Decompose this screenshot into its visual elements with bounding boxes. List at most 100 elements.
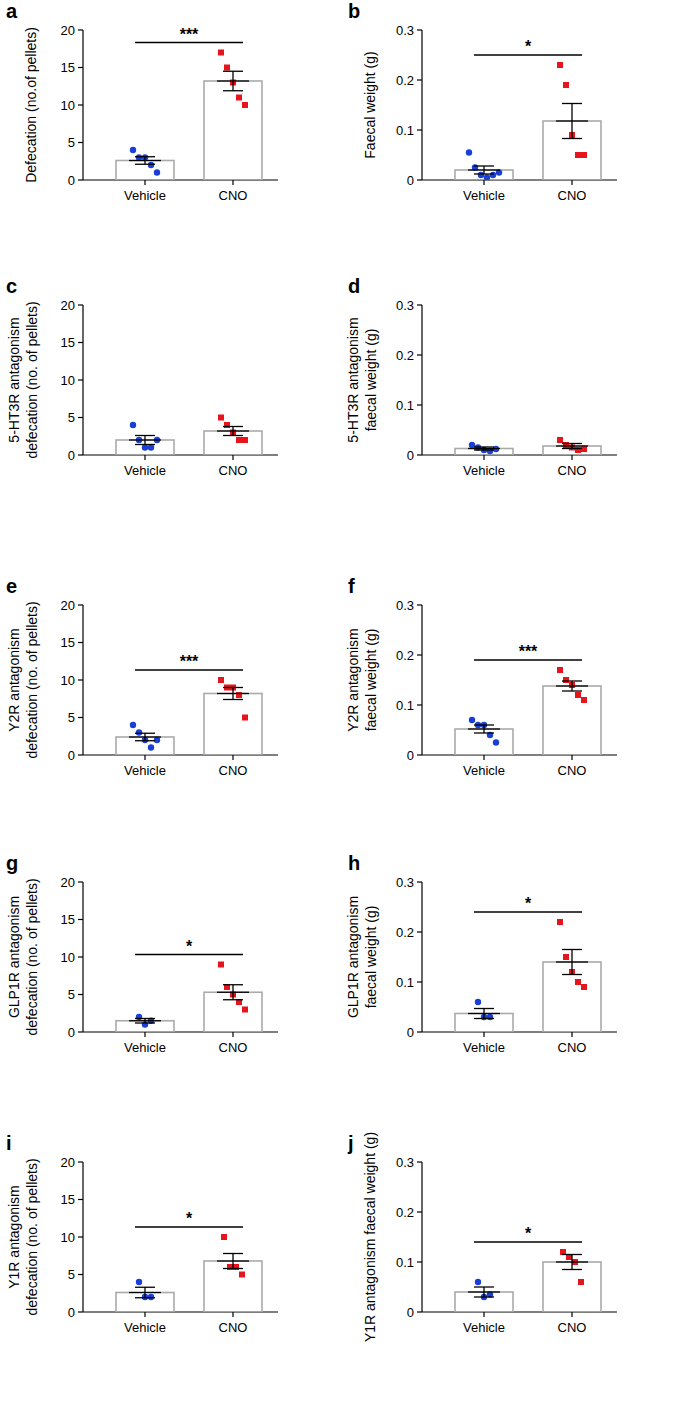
x-tick-label: Vehicle [124,1040,166,1055]
x-tick-label: Vehicle [463,763,505,778]
x-tick [571,455,572,460]
panel-letter: b [348,0,360,22]
error-bar [129,733,161,741]
y-axis-label: Faecal weight (g) [362,51,378,158]
data-point [136,729,142,735]
y-tick [417,604,422,605]
data-point [136,1014,142,1020]
y-tick-label: 0.2 [396,648,414,663]
data-group [116,415,262,456]
y-tick [78,881,83,882]
y-axis-line [421,605,422,755]
y-tick-label: 5 [68,710,75,725]
data-point [221,1234,227,1240]
data-point [242,102,248,108]
y-tick [417,29,422,30]
data-point [218,415,224,421]
mean-line [556,1261,588,1262]
x-tick-label: Vehicle [463,1320,505,1335]
mean-line [556,961,588,962]
error-cap [223,1268,243,1269]
y-tick [417,1031,422,1032]
panel: fY2R antagonismfaecal weight (g)00.10.20… [345,575,617,778]
data-point [136,1279,142,1285]
y-tick-label: 5 [68,987,75,1002]
mean-line [468,728,500,729]
y-tick [78,417,83,418]
x-tick-label: Vehicle [124,1320,166,1335]
significance-label: *** [180,653,199,670]
data-point [130,422,136,428]
bar [543,686,601,755]
y-tick-label: 20 [61,23,75,38]
panel: hGLP1R antagonismfaecal weight (g)00.10.… [345,852,617,1055]
mean-line [468,448,500,449]
data-point [148,744,154,750]
y-axis-label: faecal weight (g) [363,629,379,732]
error-bar [129,436,161,445]
error-bar [556,1255,588,1270]
y-tick-label: 10 [61,1230,75,1245]
error-cap [562,448,582,449]
error-cap [474,449,494,450]
error-cap [135,1297,155,1298]
data-point [575,692,581,698]
data-point [154,737,160,743]
data-point [575,152,581,158]
data-point [130,147,136,153]
panel: bFaecal weight (g)00.10.20.3VehicleCNO* [348,0,617,203]
error-cap [223,90,243,91]
error-bar [217,427,249,436]
data-point [148,162,154,168]
error-cap [135,733,155,734]
y-tick-label: 20 [61,1155,75,1170]
x-tick-label: Vehicle [463,188,505,203]
data-group [116,1234,262,1312]
y-tick [417,1211,422,1212]
significance-label: * [186,1210,193,1227]
error-cap [474,165,494,166]
y-tick-label: 0 [407,448,414,463]
error-cap [223,984,243,985]
figure: aDefecation (no.of pellets)05101520Vehic… [0,0,685,1406]
mean-line [217,992,249,993]
y-tick [78,919,83,920]
panel-letter: f [348,575,355,597]
x-tick [144,1312,145,1317]
data-point [563,954,569,960]
x-tick [232,180,233,185]
y-tick-label: 0 [68,173,75,188]
error-cap [135,444,155,445]
data-point [563,677,569,683]
data-point [575,979,581,985]
data-point [557,919,563,925]
y-tick [417,1161,422,1162]
panel: jY1R antagonism faecal weight (g)00.10.2… [347,1132,617,1342]
y-tick [417,79,422,80]
error-bar [556,444,588,449]
y-tick-label: 0.1 [396,975,414,990]
error-bar [217,1254,249,1269]
y-tick-label: 0.1 [396,123,414,138]
error-cap [135,164,155,165]
error-cap [135,1018,155,1019]
y-tick [417,404,422,405]
y-tick [78,67,83,68]
y-tick-label: 20 [61,298,75,313]
y-tick [78,1199,83,1200]
y-tick [78,142,83,143]
error-cap [223,435,243,436]
x-tick [483,180,484,185]
data-point [236,437,242,443]
mean-line [129,160,161,161]
error-cap [474,1018,494,1019]
y-axis-label: 5-HT3R antagonism [345,317,361,442]
panel-letter: g [6,852,18,874]
panel: c5-HT3R antagonismdefecation (no. of pel… [6,275,278,478]
y-tick-label: 0 [407,173,414,188]
y-tick-label: 0.3 [396,1155,414,1170]
data-point [578,1279,584,1285]
y-tick-label: 0.3 [396,23,414,38]
y-axis-label: Y2R antagonism [345,628,361,732]
error-bar [468,447,500,450]
